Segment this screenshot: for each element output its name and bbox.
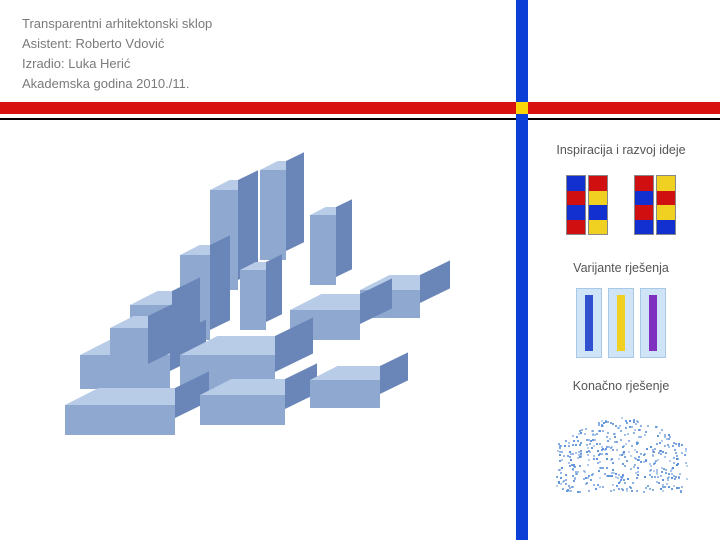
header-line-1: Transparentni arhitektonski sklop [22, 14, 212, 34]
sidebar-thumb-3 [546, 401, 696, 491]
mondrian-yellow-square [516, 102, 528, 114]
sidebar-label-1: Inspiracija i razvoj ideje [556, 143, 685, 157]
main-3d-illustration [30, 160, 460, 490]
header-line-4: Akademska godina 2010./11. [22, 74, 212, 94]
mondrian-red-bar [0, 102, 720, 114]
sidebar-label-2: Varijante rješenja [573, 261, 669, 275]
mondrian-blue-bar [516, 0, 528, 540]
sidebar-thumb-2 [556, 283, 686, 363]
sidebar: Inspiracija i razvoj ideje Varijante rje… [536, 135, 706, 491]
sidebar-thumb-1 [556, 165, 686, 245]
header-block: Transparentni arhitektonski sklop Asiste… [22, 14, 212, 95]
sidebar-label-3: Konačno rješenje [573, 379, 670, 393]
mondrian-black-line [0, 118, 720, 120]
header-line-2: Asistent: Roberto Vdović [22, 34, 212, 54]
header-line-3: Izradio: Luka Herić [22, 54, 212, 74]
